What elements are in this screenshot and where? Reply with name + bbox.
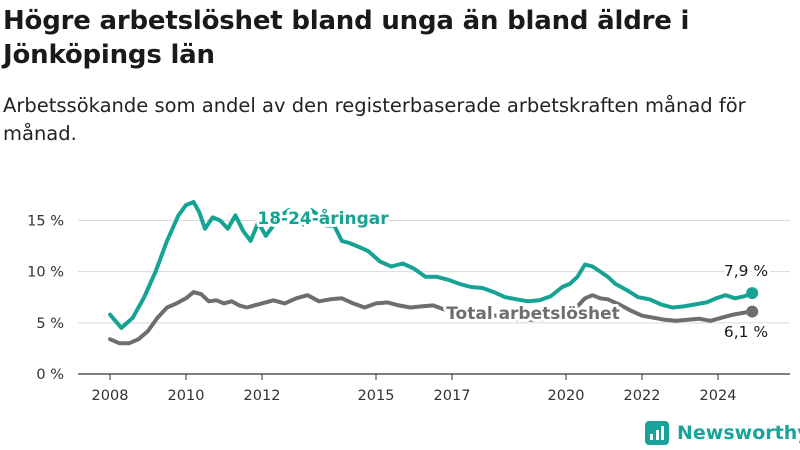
y-tick-label: 10 % [27, 265, 64, 281]
youth-end-point [746, 287, 759, 300]
brand-name: Newsworthy [677, 422, 800, 444]
total-series-line [108, 290, 755, 346]
chart-title: Högre arbetslöshet bland unga än bland ä… [3, 6, 690, 70]
youth-series-line [108, 200, 755, 330]
brand-logo: Newsworthy [645, 419, 800, 447]
x-tick-label: 2015 [358, 388, 395, 404]
x-tick-label: 2020 [548, 388, 585, 404]
y-tick-label: 5 % [36, 316, 64, 332]
total-series-label: Total arbetslöshet [446, 304, 620, 324]
x-tick-label: 2012 [244, 388, 281, 404]
chart-subtitle: Arbetssökande som andel av den registerb… [3, 94, 746, 145]
youth-end-value-label: 7,9 % [724, 262, 768, 280]
grid-layer: 0 % 5 % 10 % 15 % 2008 2010 2012 2015 2017 2020 20… [27, 213, 790, 404]
x-tick-label: 2017 [434, 388, 471, 404]
x-tick-label: 2024 [700, 388, 737, 404]
x-tick-label: 2010 [168, 388, 205, 404]
x-tick-label: 2008 [92, 388, 129, 404]
series-layer [108, 200, 759, 346]
x-tick-label: 2022 [624, 388, 661, 404]
youth-series-label: 18-24-åringar [257, 207, 389, 229]
label-layer: 18-24-åringar Total arbetslöshet 7,9 % 6,1 … [254, 204, 771, 344]
newsworthy-logo-icon [645, 421, 669, 445]
total-end-point [746, 305, 759, 318]
y-tick-label: 15 % [27, 213, 64, 229]
y-tick-label: 0 % [36, 367, 64, 383]
total-end-value-label: 6,1 % [724, 323, 768, 341]
